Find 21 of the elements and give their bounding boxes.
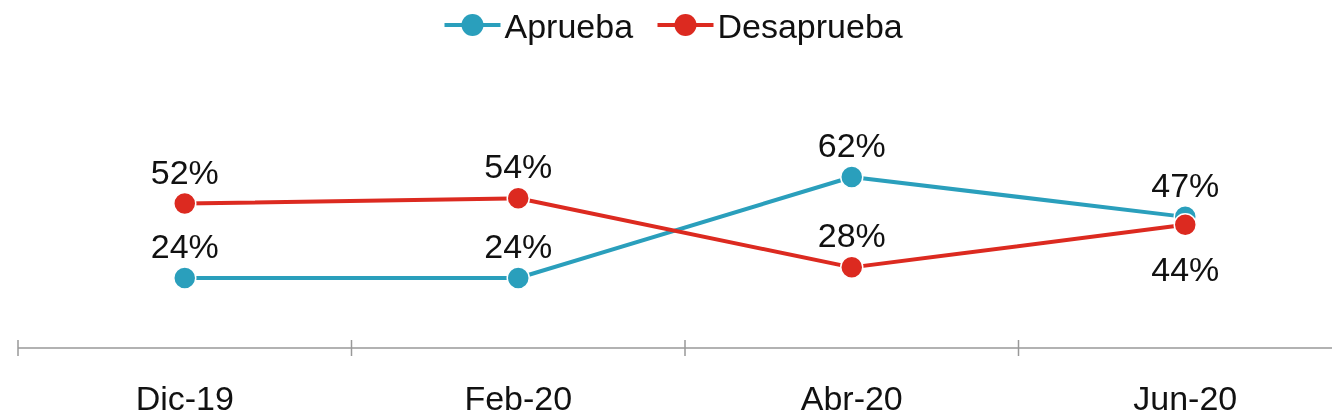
point (506, 186, 530, 211)
data-label: 44% (1151, 249, 1220, 288)
point (173, 191, 197, 216)
data-label: 28% (817, 216, 886, 255)
data-label: 52% (150, 152, 219, 191)
x-tick-label: Abr-20 (800, 379, 903, 417)
data-label: 54% (484, 147, 553, 186)
data-label: 47% (1151, 165, 1220, 204)
point (840, 255, 864, 280)
legend-label: Aprueba (504, 7, 634, 45)
point (1173, 213, 1197, 237)
point (173, 266, 197, 290)
point (506, 266, 530, 290)
data-label: 24% (484, 227, 553, 265)
data-label: 62% (817, 126, 886, 164)
point (840, 165, 864, 189)
legend-label: Desaprueba (717, 7, 903, 45)
data-label: 24% (150, 227, 219, 265)
x-tick-label: Feb-20 (464, 379, 573, 417)
x-tick-label: Dic-19 (135, 379, 234, 417)
x-tick-label: Jun-20 (1133, 379, 1238, 417)
